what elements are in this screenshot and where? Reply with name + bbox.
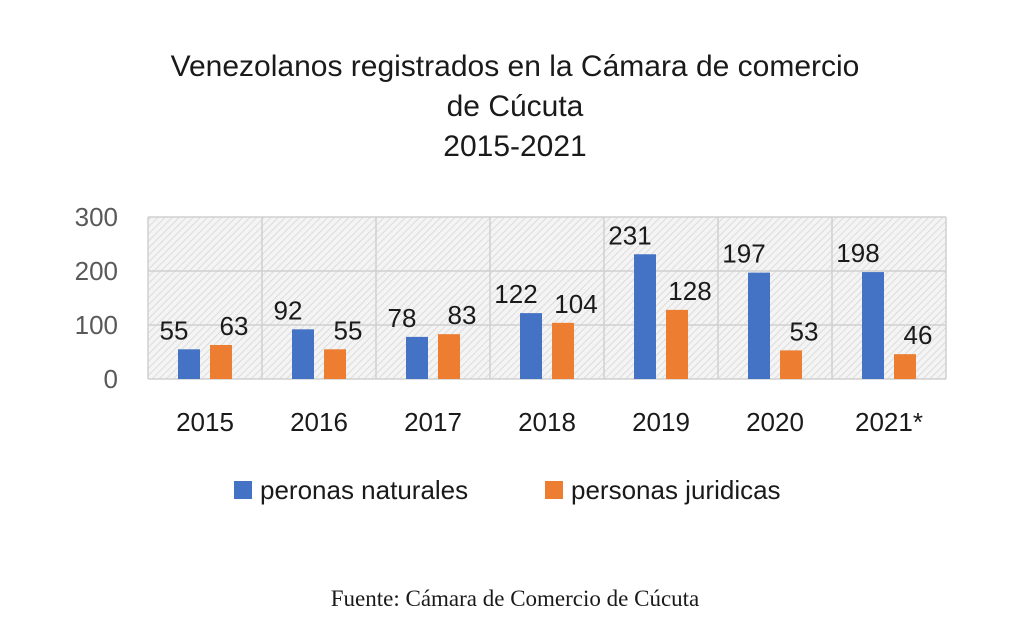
bar-personas-juridicas-2021: [894, 354, 916, 379]
x-tick-label-2016: 2016: [290, 407, 348, 437]
legend-label-peronas-naturales: peronas naturales: [260, 475, 468, 505]
data-label-peronas-naturales-2019: 231: [608, 220, 651, 250]
y-tick-label-200: 200: [75, 256, 118, 286]
x-tick-label-2020: 2020: [746, 407, 804, 437]
data-label-personas-juridicas-2019: 128: [668, 276, 711, 306]
data-label-personas-juridicas-2018: 104: [554, 289, 597, 319]
data-label-personas-juridicas-2021: 46: [904, 320, 933, 350]
bar-peronas-naturales-2015: [178, 349, 200, 379]
x-tick-label-2019: 2019: [632, 407, 690, 437]
bar-peronas-naturales-2019: [634, 254, 656, 379]
data-label-personas-juridicas-2015: 63: [220, 311, 249, 341]
data-label-personas-juridicas-2020: 53: [790, 316, 819, 346]
legend-swatch-personas-juridicas: [545, 481, 563, 499]
gridlines: [147, 216, 947, 380]
x-tick-label-2021: 2021*: [855, 407, 923, 437]
x-tick-label-2018: 2018: [518, 407, 576, 437]
bar-personas-juridicas-2019: [666, 309, 688, 379]
bar-peronas-naturales-2021: [862, 272, 884, 379]
plot-area: [148, 217, 946, 379]
x-tick-label-2017: 2017: [404, 407, 462, 437]
bar-peronas-naturales-2017: [406, 336, 428, 379]
legend: peronas naturales personas juridicas: [234, 475, 781, 505]
x-axis: 2015 2016 2017 2018 2019 2020 2021*: [176, 407, 923, 437]
data-label-peronas-naturales-2021: 198: [836, 238, 879, 268]
y-tick-label-100: 100: [75, 310, 118, 340]
bar-peronas-naturales-2016: [292, 329, 314, 379]
data-label-peronas-naturales-2018: 122: [494, 279, 537, 309]
bars: [178, 254, 916, 379]
y-tick-label-300: 300: [75, 202, 118, 232]
data-label-peronas-naturales-2016: 92: [274, 295, 303, 325]
chart-title-line-1: Venezolanos registrados en la Cámara de …: [171, 50, 860, 83]
bar-personas-juridicas-2020: [780, 350, 802, 379]
data-label-personas-juridicas-2016: 55: [334, 315, 363, 345]
bar-peronas-naturales-2018: [520, 313, 542, 379]
bar-personas-juridicas-2018: [552, 322, 574, 379]
legend-swatch-peronas-naturales: [234, 481, 252, 499]
legend-label-personas-juridicas: personas juridicas: [571, 475, 781, 505]
chart-title-line-2: de Cúcuta: [447, 90, 584, 123]
y-axis: 0 100 200 300: [75, 202, 118, 394]
data-label-peronas-naturales-2020: 197: [722, 239, 765, 269]
bar-personas-juridicas-2016: [324, 349, 346, 379]
source-note: Fuente: Cámara de Comercio de Cúcuta: [331, 586, 700, 611]
data-labels: 55 63 92 55 78 83 122 104 231 128 197 53 198 46: [160, 220, 933, 350]
bar-personas-juridicas-2017: [438, 334, 460, 379]
bar-peronas-naturales-2020: [748, 272, 770, 379]
bar-personas-juridicas-2015: [210, 344, 232, 379]
data-label-peronas-naturales-2015: 55: [160, 315, 189, 345]
y-tick-label-0: 0: [104, 364, 118, 394]
data-label-personas-juridicas-2017: 83: [448, 300, 477, 330]
x-tick-label-2015: 2015: [176, 407, 234, 437]
chart-title-line-3: 2015-2021: [443, 130, 586, 163]
data-label-peronas-naturales-2017: 78: [388, 303, 417, 333]
